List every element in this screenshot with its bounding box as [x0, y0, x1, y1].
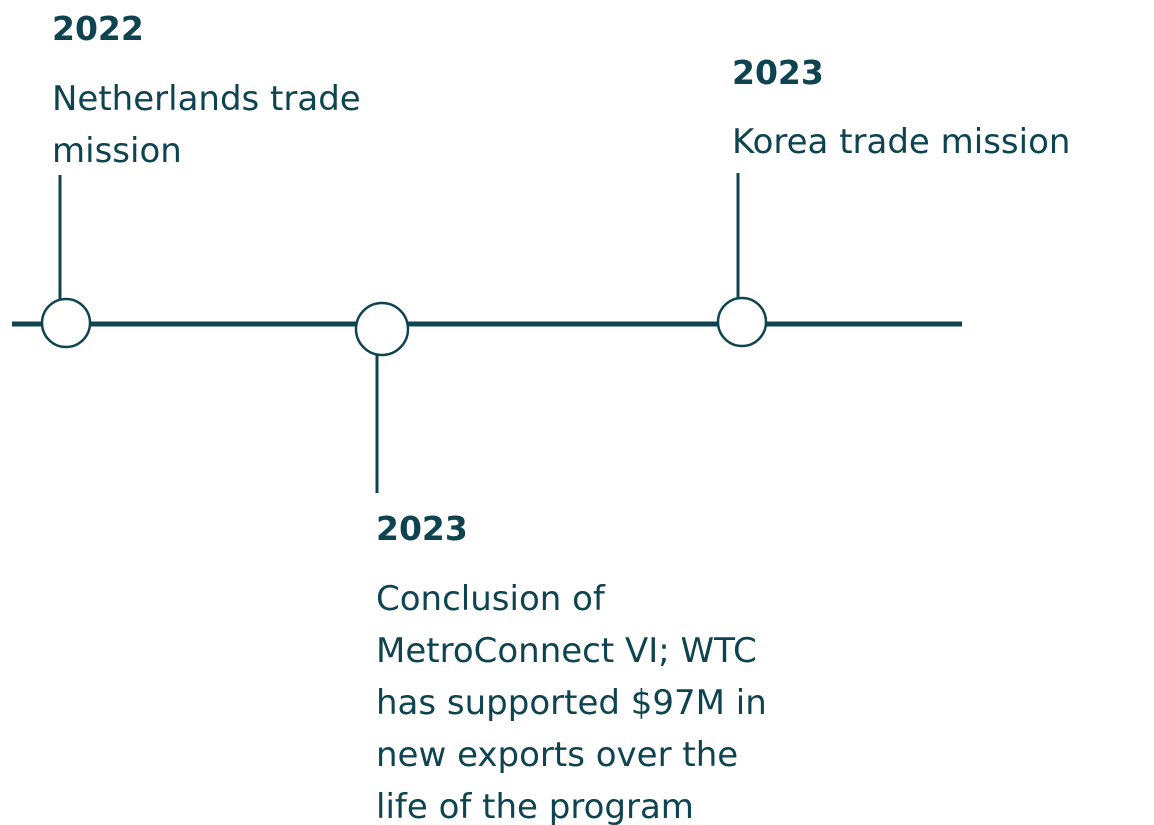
event-description: has supported $97M in: [376, 683, 767, 723]
event-year: 2023: [732, 53, 824, 92]
event-year: 2022: [52, 9, 144, 48]
event-description: mission: [52, 131, 182, 171]
milestone-node: [716, 296, 768, 348]
event-description: Netherlands trade: [52, 79, 361, 119]
event-description: Conclusion of: [376, 579, 606, 619]
event-description: Korea trade mission: [732, 122, 1070, 162]
event-description: new exports over the: [376, 735, 738, 775]
event-description: MetroConnect VI; WTC: [376, 631, 757, 671]
event-year: 2023: [376, 509, 468, 548]
event-description: life of the program: [376, 787, 694, 825]
milestone-node: [354, 301, 410, 357]
milestone-node: [40, 297, 92, 349]
